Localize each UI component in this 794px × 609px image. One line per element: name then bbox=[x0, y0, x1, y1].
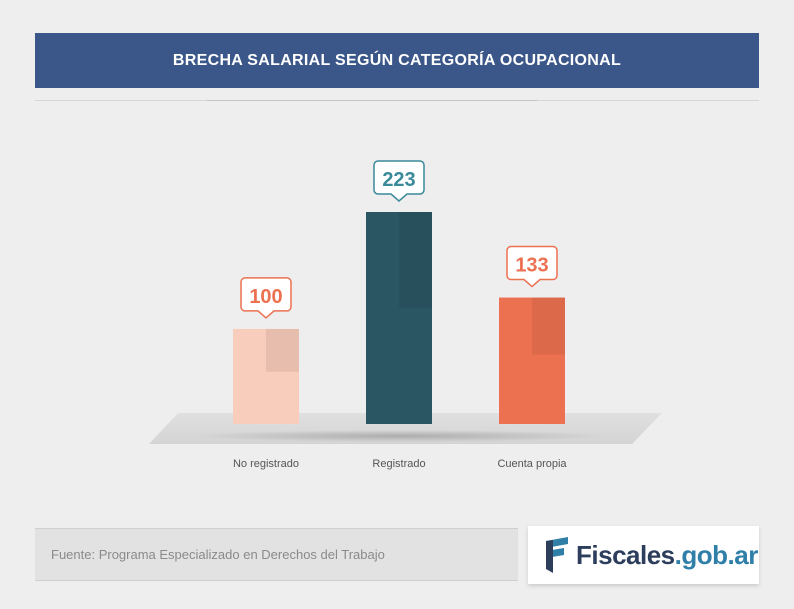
category-label-cuenta-propia: Cuenta propia bbox=[497, 458, 567, 470]
logo-text-fiscales: Fiscales bbox=[576, 539, 675, 570]
category-label-no-registrado: No registrado bbox=[233, 458, 299, 470]
data-label-no-registrado: 100 bbox=[249, 286, 282, 308]
bar-cuenta-propia bbox=[499, 297, 565, 424]
value-callout-registrado bbox=[373, 160, 425, 202]
bar-shade-no-registrado bbox=[266, 328, 299, 372]
logo-text-domain: .gob.ar bbox=[674, 539, 759, 570]
bar-shade-cuenta-propia bbox=[532, 297, 565, 355]
chart-title: BRECHA SALARIAL SEGÚN CATEGORÍA OCUPACIO… bbox=[172, 51, 622, 69]
fiscales-flag-icon bbox=[546, 537, 568, 573]
data-label-cuenta-propia: 133 bbox=[515, 255, 548, 277]
chart-title-bar: BRECHA SALARIAL SEGÚN CATEGORÍA OCUPACIO… bbox=[35, 33, 759, 88]
title-divider-accent bbox=[207, 100, 537, 101]
logo-wordmark: Fiscales.gob.ar bbox=[576, 540, 758, 571]
fiscales-logo: Fiscales.gob.ar bbox=[528, 526, 759, 584]
bar-chart: 100 No registrado 223 Registrado 133 Cuenta p… bbox=[149, 160, 662, 470]
bar-registrado bbox=[366, 212, 432, 424]
source-box: Fuente: Programa Especializado en Derech… bbox=[35, 528, 518, 581]
bar-no-registrado bbox=[233, 328, 299, 424]
value-callout-no-registrado bbox=[240, 277, 292, 319]
source-text: Fuente: Programa Especializado en Derech… bbox=[51, 547, 385, 562]
bar-shade-registrado bbox=[399, 212, 432, 308]
category-label-registrado: Registrado bbox=[372, 458, 425, 470]
chart-floor-shadow bbox=[190, 430, 610, 442]
data-label-registrado: 223 bbox=[382, 169, 415, 191]
value-callout-cuenta-propia bbox=[506, 245, 558, 288]
